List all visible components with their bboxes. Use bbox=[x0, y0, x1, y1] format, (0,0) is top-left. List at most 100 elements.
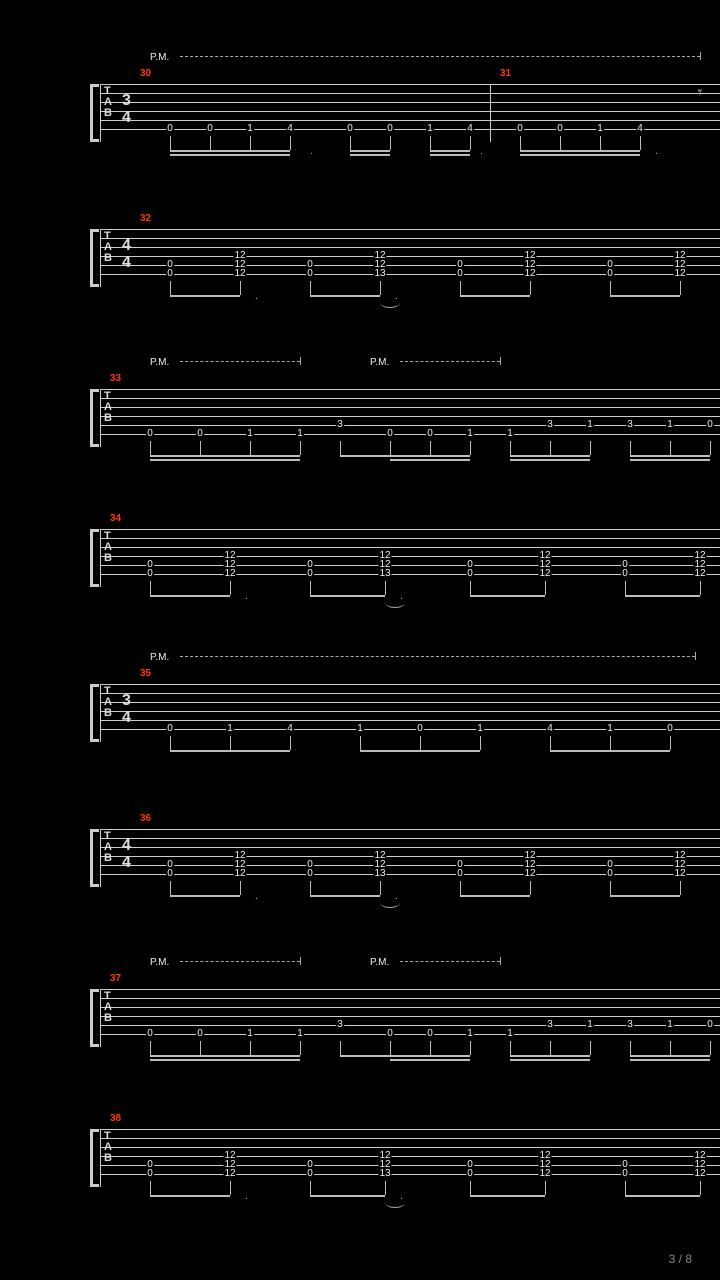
fret-number: 13 bbox=[373, 269, 386, 279]
beam-area bbox=[100, 441, 720, 469]
fret-number: 0 bbox=[166, 869, 174, 879]
fret-number: 12 bbox=[673, 869, 686, 879]
time-signature: 34 bbox=[122, 93, 131, 127]
fret-number: 0 bbox=[456, 269, 464, 279]
tab-clef: TAB bbox=[104, 531, 111, 564]
fret-number: 3 bbox=[336, 420, 344, 430]
measure-number: 37 bbox=[110, 973, 121, 984]
tab-staff: TAB34014101410 bbox=[100, 684, 720, 742]
tab-clef: TAB bbox=[104, 686, 111, 719]
fret-number: 12 bbox=[223, 569, 236, 579]
tab-staff: TAB4400121212001212130012121200121212 bbox=[100, 829, 720, 887]
fret-number: 1 bbox=[246, 429, 254, 439]
fret-number: 3 bbox=[546, 1020, 554, 1030]
fret-number: 1 bbox=[246, 1029, 254, 1039]
fret-number: 4 bbox=[286, 724, 294, 734]
fret-number: 0 bbox=[166, 724, 174, 734]
fret-number: 1 bbox=[226, 724, 234, 734]
measure-number: 33 bbox=[110, 373, 121, 384]
fret-number: 0 bbox=[456, 869, 464, 879]
page-current: 3 bbox=[669, 1252, 676, 1266]
beam-area: .. bbox=[100, 881, 720, 909]
fret-number: 0 bbox=[606, 269, 614, 279]
beam-area: .. bbox=[100, 581, 720, 609]
fret-number: 1 bbox=[296, 1029, 304, 1039]
fret-number: 0 bbox=[386, 1029, 394, 1039]
fret-number: 12 bbox=[523, 869, 536, 879]
tab-measure-block: 32TAB4400121212001212130012121200121212.… bbox=[100, 215, 720, 287]
tab-clef: TAB bbox=[104, 231, 111, 264]
fret-number: 0 bbox=[306, 869, 314, 879]
tab-measure-block: P.M.P.M.37TAB00113001131310 bbox=[100, 975, 720, 1047]
fret-number: 0 bbox=[386, 429, 394, 439]
fret-number: 1 bbox=[666, 420, 674, 430]
fret-number: 0 bbox=[426, 1029, 434, 1039]
fret-number: 1 bbox=[356, 724, 364, 734]
tab-measure-block: 34TAB00121212001212130012121200121212.. bbox=[100, 515, 720, 587]
fret-number: 0 bbox=[146, 569, 154, 579]
fret-number: 12 bbox=[693, 1169, 706, 1179]
measure-number: 38 bbox=[110, 1113, 121, 1124]
fret-number: 1 bbox=[246, 124, 254, 134]
fret-number: 0 bbox=[346, 124, 354, 134]
fret-number: 0 bbox=[466, 569, 474, 579]
fret-number: 12 bbox=[538, 569, 551, 579]
fret-number: 0 bbox=[146, 429, 154, 439]
fret-number: 0 bbox=[606, 869, 614, 879]
pm-label: P.M. bbox=[150, 52, 169, 63]
fret-number: 1 bbox=[426, 124, 434, 134]
fret-number: 12 bbox=[538, 1169, 551, 1179]
fret-number: 0 bbox=[706, 1020, 714, 1030]
fret-number: 0 bbox=[416, 724, 424, 734]
fret-number: 1 bbox=[596, 124, 604, 134]
fret-number: 0 bbox=[621, 1169, 629, 1179]
tab-staff: TAB00113001131310 bbox=[100, 989, 720, 1047]
fret-number: 1 bbox=[586, 420, 594, 430]
fret-number: 3 bbox=[626, 1020, 634, 1030]
pm-label: P.M. bbox=[370, 357, 389, 368]
tab-staff: TAB00121212001212130012121200121212 bbox=[100, 1129, 720, 1187]
time-signature: 44 bbox=[122, 838, 131, 872]
tab-staff: TAB00121212001212130012121200121212 bbox=[100, 529, 720, 587]
tab-measure-block: P.M.35TAB34014101410 bbox=[100, 670, 720, 742]
fret-number: 1 bbox=[606, 724, 614, 734]
beam-area: ... bbox=[100, 136, 720, 164]
tab-measure-block: 38TAB00121212001212130012121200121212.. bbox=[100, 1115, 720, 1187]
fret-number: 3 bbox=[336, 1020, 344, 1030]
fret-number: 1 bbox=[296, 429, 304, 439]
tab-staff: TAB4400121212001212130012121200121212 bbox=[100, 229, 720, 287]
tab-page: 3 / 8 P.M.3031TAB34𝄾001400140014...32TAB… bbox=[0, 0, 720, 1280]
measure-number: 31 bbox=[500, 68, 511, 79]
page-total: 8 bbox=[685, 1252, 692, 1266]
fret-number: 0 bbox=[386, 124, 394, 134]
measure-number: 35 bbox=[140, 668, 151, 679]
fret-number: 0 bbox=[196, 1029, 204, 1039]
fret-number: 12 bbox=[233, 869, 246, 879]
fret-number: 0 bbox=[306, 569, 314, 579]
time-signature: 44 bbox=[122, 238, 131, 272]
fret-number: 0 bbox=[706, 420, 714, 430]
beam-area: .. bbox=[100, 1181, 720, 1209]
beam-area bbox=[100, 736, 720, 764]
tab-clef: TAB bbox=[104, 991, 111, 1024]
rest-symbol: 𝄾 bbox=[698, 83, 703, 104]
tab-staff: TAB00113001131310 bbox=[100, 389, 720, 447]
fret-number: 3 bbox=[546, 420, 554, 430]
fret-number: 12 bbox=[223, 1169, 236, 1179]
beam-area: .. bbox=[100, 281, 720, 309]
fret-number: 0 bbox=[206, 124, 214, 134]
fret-number: 1 bbox=[506, 429, 514, 439]
tab-clef: TAB bbox=[104, 391, 111, 424]
fret-number: 13 bbox=[378, 1169, 391, 1179]
tab-measure-block: P.M.P.M.33TAB00113001131310 bbox=[100, 375, 720, 447]
fret-number: 0 bbox=[166, 269, 174, 279]
fret-number: 12 bbox=[233, 269, 246, 279]
pm-label: P.M. bbox=[150, 357, 169, 368]
measure-number: 34 bbox=[110, 513, 121, 524]
fret-number: 0 bbox=[426, 429, 434, 439]
fret-number: 4 bbox=[466, 124, 474, 134]
fret-number: 0 bbox=[196, 429, 204, 439]
tab-clef: TAB bbox=[104, 831, 111, 864]
fret-number: 1 bbox=[476, 724, 484, 734]
page-footer: 3 / 8 bbox=[669, 1252, 692, 1266]
